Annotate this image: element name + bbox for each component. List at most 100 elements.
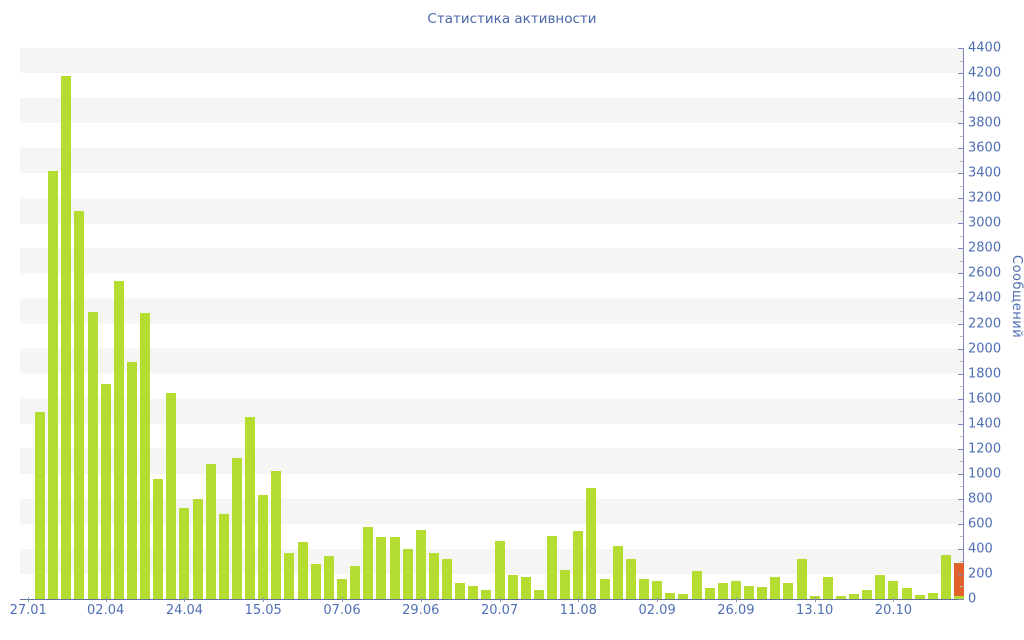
bar[interactable] — [835, 595, 846, 599]
bar[interactable] — [48, 170, 59, 599]
bar[interactable] — [415, 530, 426, 599]
bar[interactable] — [376, 537, 387, 599]
bar[interactable] — [954, 595, 965, 599]
bar[interactable] — [192, 498, 203, 599]
bar[interactable] — [245, 417, 256, 599]
bar[interactable] — [179, 508, 190, 599]
bar[interactable] — [757, 587, 768, 599]
bar[interactable] — [612, 546, 623, 599]
y-tick-label: 800 — [968, 491, 993, 507]
x-tick-mark — [578, 597, 580, 602]
bar[interactable] — [770, 577, 781, 599]
bar[interactable] — [389, 537, 400, 599]
y-axis-title: Сообщений — [1009, 255, 1024, 339]
x-tick-label: 13.10 — [796, 603, 834, 618]
bar[interactable] — [166, 393, 177, 599]
x-tick-label: 20.10 — [874, 603, 913, 618]
bar[interactable] — [271, 471, 282, 599]
y-major-tick — [958, 473, 963, 475]
y-minor-tick — [960, 461, 963, 463]
y-minor-tick — [960, 361, 963, 363]
bar[interactable] — [520, 577, 531, 599]
bar[interactable] — [927, 592, 938, 599]
bar[interactable] — [350, 566, 361, 599]
bar[interactable] — [442, 558, 453, 599]
x-tick-label: 02.09 — [638, 603, 676, 618]
y-major-tick — [958, 523, 963, 525]
bar[interactable] — [744, 586, 755, 599]
bar[interactable] — [35, 412, 45, 599]
bar[interactable] — [205, 463, 216, 599]
bar[interactable] — [336, 578, 347, 599]
bar[interactable] — [678, 594, 689, 599]
y-tick-label: 1000 — [968, 466, 1002, 482]
bar[interactable] — [468, 586, 479, 599]
bar[interactable] — [875, 574, 886, 599]
bar[interactable] — [61, 75, 72, 599]
x-tick-mark — [263, 597, 265, 602]
y-tick-label: 1200 — [968, 441, 1002, 457]
bar[interactable] — [796, 558, 807, 599]
y-major-tick — [958, 548, 963, 550]
bar[interactable] — [310, 563, 321, 599]
plot-area — [20, 48, 965, 600]
bar[interactable] — [940, 554, 951, 599]
bar[interactable] — [455, 582, 466, 599]
bar[interactable] — [914, 595, 925, 599]
bar[interactable] — [297, 542, 308, 599]
bar[interactable] — [231, 457, 242, 599]
bar[interactable] — [402, 548, 413, 599]
bar[interactable] — [547, 536, 558, 599]
y-major-tick — [958, 498, 963, 500]
y-tick-label: 2600 — [968, 265, 1002, 281]
bar[interactable] — [822, 577, 833, 599]
x-tick-label: 26.09 — [717, 603, 755, 618]
bar[interactable] — [323, 555, 334, 599]
bar[interactable] — [862, 590, 873, 599]
bar[interactable] — [625, 558, 636, 599]
bar[interactable] — [494, 541, 505, 599]
bar[interactable] — [704, 588, 715, 599]
bar[interactable] — [74, 210, 85, 599]
bar[interactable] — [153, 478, 164, 599]
bar[interactable] — [954, 563, 965, 596]
bar[interactable] — [691, 570, 702, 599]
x-tick-label: 07.06 — [323, 603, 361, 618]
bar[interactable] — [652, 581, 663, 599]
y-minor-tick — [960, 260, 963, 262]
bar[interactable] — [783, 583, 794, 599]
bar[interactable] — [560, 570, 571, 599]
bar[interactable] — [717, 582, 728, 599]
bar[interactable] — [507, 575, 518, 599]
bar[interactable] — [901, 588, 912, 599]
bar[interactable] — [140, 313, 151, 599]
y-major-tick — [958, 298, 963, 300]
bar[interactable] — [888, 581, 899, 599]
bar[interactable] — [113, 280, 124, 599]
bar[interactable] — [586, 488, 597, 599]
bar[interactable] — [533, 589, 544, 599]
bar[interactable] — [258, 495, 269, 599]
y-major-tick — [958, 373, 963, 375]
y-tick-label: 4400 — [968, 40, 1002, 56]
bar[interactable] — [218, 513, 229, 599]
bar[interactable] — [849, 594, 860, 599]
y-tick-label: 400 — [968, 541, 993, 557]
x-tick-mark — [184, 597, 186, 602]
bar[interactable] — [481, 589, 492, 599]
bar[interactable] — [599, 578, 610, 599]
bar[interactable] — [87, 312, 98, 599]
bar[interactable] — [665, 592, 676, 599]
bar[interactable] — [573, 530, 584, 599]
y-minor-tick — [960, 336, 963, 338]
bar[interactable] — [100, 383, 111, 599]
bar[interactable] — [428, 552, 439, 599]
bar[interactable] — [638, 578, 649, 599]
bar[interactable] — [730, 581, 741, 599]
x-tick-mark — [893, 597, 895, 602]
bar[interactable] — [363, 527, 374, 599]
y-minor-tick — [960, 160, 963, 162]
bar[interactable] — [126, 362, 137, 599]
bar[interactable] — [284, 552, 295, 599]
